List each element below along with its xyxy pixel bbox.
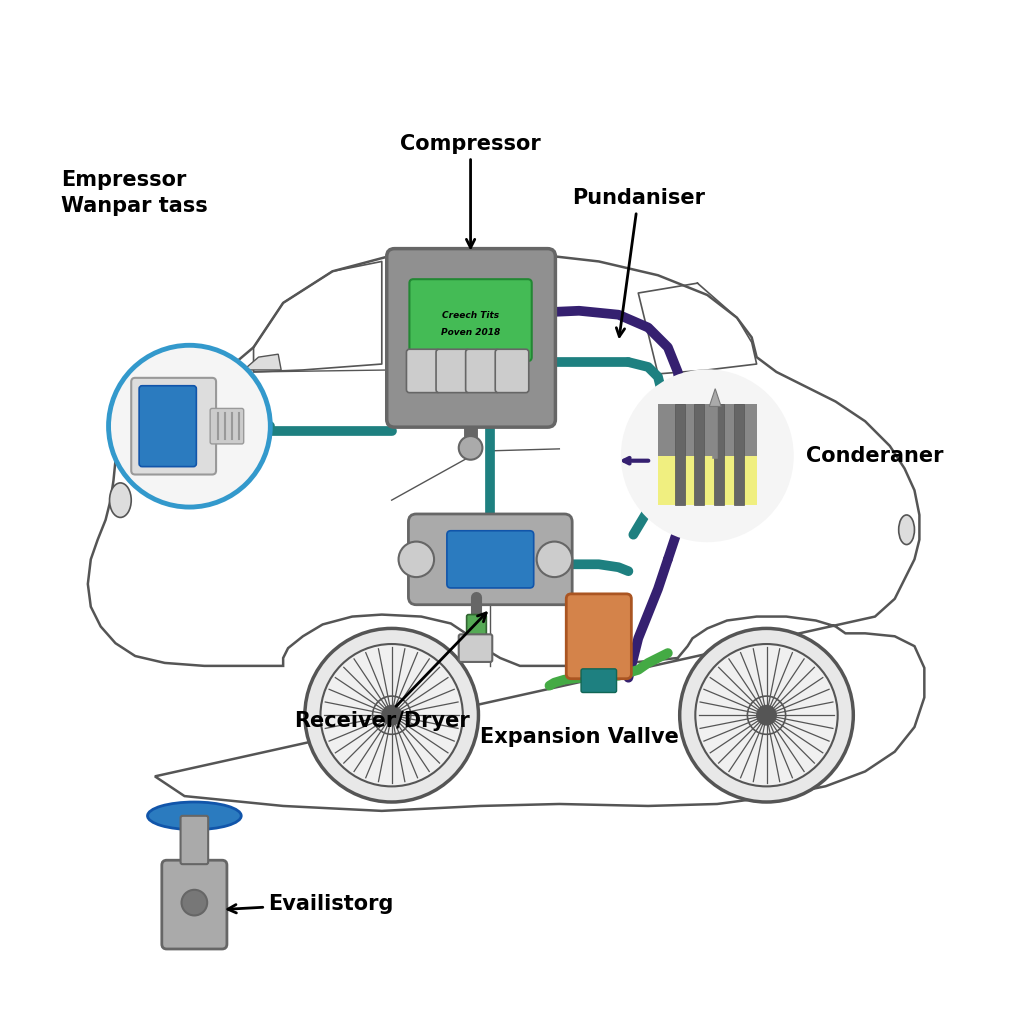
FancyBboxPatch shape (436, 349, 470, 392)
Circle shape (109, 345, 270, 507)
FancyBboxPatch shape (714, 404, 724, 505)
Circle shape (627, 375, 788, 537)
Text: Pundaniser: Pundaniser (571, 188, 705, 337)
FancyBboxPatch shape (210, 409, 244, 444)
FancyBboxPatch shape (139, 386, 197, 467)
FancyBboxPatch shape (459, 634, 493, 662)
Circle shape (381, 705, 402, 726)
FancyBboxPatch shape (446, 530, 534, 588)
Circle shape (756, 705, 777, 726)
Circle shape (680, 629, 853, 802)
FancyBboxPatch shape (467, 614, 486, 640)
FancyBboxPatch shape (581, 669, 616, 692)
Text: Poven 2018: Poven 2018 (441, 328, 500, 337)
Circle shape (321, 644, 463, 786)
FancyBboxPatch shape (387, 249, 555, 427)
Text: Empressor
Wanpar tass: Empressor Wanpar tass (61, 170, 208, 216)
Circle shape (695, 644, 838, 786)
Polygon shape (710, 389, 721, 407)
Ellipse shape (110, 483, 131, 517)
Text: Expansion Vallve: Expansion Vallve (479, 727, 679, 746)
FancyBboxPatch shape (734, 404, 743, 505)
Circle shape (181, 890, 207, 915)
FancyBboxPatch shape (407, 349, 440, 392)
Text: Compressor: Compressor (400, 134, 541, 248)
FancyBboxPatch shape (180, 816, 208, 864)
FancyBboxPatch shape (694, 404, 705, 505)
Circle shape (459, 436, 482, 460)
FancyBboxPatch shape (566, 594, 632, 679)
Text: Creech Tits: Creech Tits (442, 311, 499, 321)
FancyBboxPatch shape (675, 404, 685, 505)
Text: Evailistorg: Evailistorg (228, 894, 393, 913)
FancyBboxPatch shape (131, 378, 216, 474)
FancyBboxPatch shape (409, 514, 572, 605)
Circle shape (305, 629, 478, 802)
Ellipse shape (147, 802, 242, 829)
FancyBboxPatch shape (410, 280, 531, 361)
Circle shape (537, 542, 572, 578)
FancyBboxPatch shape (162, 860, 227, 949)
Text: Conderaner: Conderaner (806, 445, 943, 466)
FancyBboxPatch shape (496, 349, 528, 392)
Circle shape (398, 542, 434, 578)
FancyBboxPatch shape (658, 404, 757, 456)
Ellipse shape (899, 515, 914, 545)
FancyBboxPatch shape (658, 456, 757, 505)
Polygon shape (244, 354, 282, 370)
Text: Receiver/Dryer: Receiver/Dryer (294, 613, 486, 731)
FancyBboxPatch shape (466, 349, 499, 392)
